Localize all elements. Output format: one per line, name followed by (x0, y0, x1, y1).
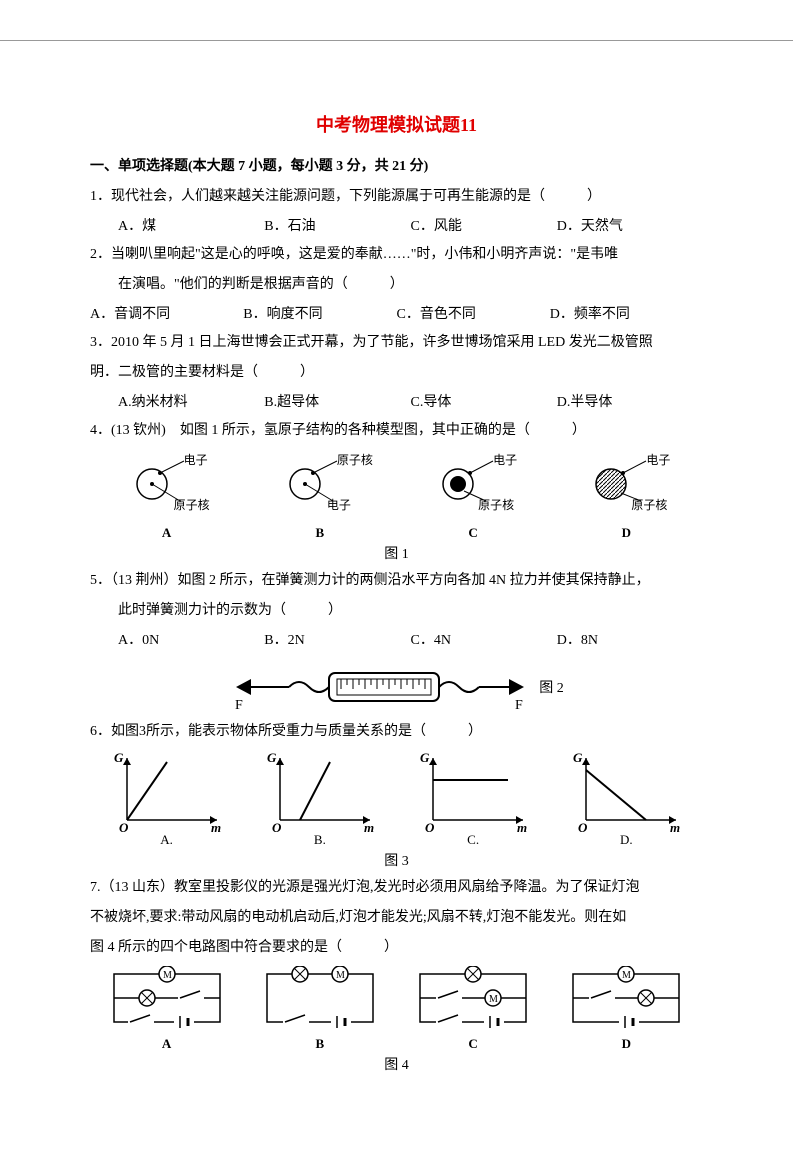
q5-opt-c: C．4N (411, 627, 557, 655)
svg-text:M: M (489, 994, 498, 1005)
svg-text:m: m (364, 820, 374, 832)
q6-figure: G O m A. G O m B. (90, 750, 703, 848)
q2-options: A．音调不同 B．响度不同 C．音色不同 D．频率不同 (90, 301, 703, 329)
q5-options: A．0N B．2N C．4N D．8N (90, 627, 703, 655)
q6-graph-b: G O m (260, 750, 380, 832)
q6-text: 6．如图3所示，能表示物体所受重力与质量关系的是（ ） (90, 718, 703, 746)
q2-opt-d: D．频率不同 (550, 301, 703, 329)
q7-circuit-a: M (102, 966, 232, 1036)
q7-circuit-c: M (408, 966, 538, 1036)
q3-opt-a: A.纳米材料 (118, 389, 264, 417)
q1-opt-c: C．风能 (411, 213, 557, 241)
svg-text:m: m (211, 820, 221, 832)
q2-opt-a: A．音调不同 (90, 301, 243, 329)
svg-text:O: O (119, 820, 129, 832)
q5-line2: 此时弹簧测力计的示数为（ ） (90, 597, 703, 625)
q5-opt-a: A．0N (118, 627, 264, 655)
q2-opt-c: C．音色不同 (397, 301, 550, 329)
svg-text:M: M (622, 970, 631, 981)
q3-opt-c: C.导体 (411, 389, 557, 417)
q7-circuit-b: M (255, 966, 385, 1036)
svg-text:G: G (267, 750, 277, 765)
svg-text:O: O (272, 820, 282, 832)
q7-circuit-d: M (561, 966, 691, 1036)
q7-caption: 图 4 (90, 1054, 703, 1074)
q3-line2: 明．二极管的主要材料是（ ） (90, 359, 703, 387)
q6-caption: 图 3 (90, 850, 703, 870)
q5-caption: 图 2 (539, 677, 564, 697)
q6-graph-c: G O m (413, 750, 533, 832)
q7-line2: 不被烧坏,要求:带动风扇的电动机启动后,灯泡才能发光;风扇不转,灯泡不能发光。则… (90, 904, 703, 932)
q6-graph-d: G O m (566, 750, 686, 832)
q7-figure: M A (90, 966, 703, 1052)
section-heading: 一、单项选择题(本大题 7 小题，每小题 3 分，共 21 分) (90, 155, 703, 175)
svg-text:m: m (670, 820, 680, 832)
svg-text:G: G (573, 750, 583, 765)
svg-text:M: M (336, 970, 345, 981)
q7-line3: 图 4 所示的四个电路图中符合要求的是（ ） (90, 934, 703, 962)
q2-line2: 在演唱。"他们的判断是根据声音的（ ） (90, 271, 703, 299)
svg-text:O: O (425, 820, 435, 832)
q3-opt-b: B.超导体 (264, 389, 410, 417)
q1-options: A．煤 B．石油 C．风能 D．天然气 (90, 213, 703, 241)
q1-text: 1．现代社会，人们越来越关注能源问题，下列能源属于可再生能源的是（ ） (90, 183, 703, 211)
q5-line1: 5．（13 荆州）如图 2 所示，在弹簧测力计的两侧沿水平方向各加 4N 拉力并… (90, 567, 703, 595)
q3-options: A.纳米材料 B.超导体 C.导体 D.半导体 (90, 389, 703, 417)
q5-opt-b: B．2N (264, 627, 410, 655)
svg-text:F: F (515, 698, 523, 713)
q5-opt-d: D．8N (557, 627, 703, 655)
q6-graph-a: G O m (107, 750, 227, 832)
q1-opt-d: D．天然气 (557, 213, 703, 241)
svg-text:M: M (163, 970, 172, 981)
q1-opt-a: A．煤 (118, 213, 264, 241)
svg-text:F: F (235, 698, 243, 713)
q4-figure: 电子 原子核 A 原子核 电子 B 电子 (90, 449, 703, 541)
page-title: 中考物理模拟试题11 (90, 111, 703, 137)
svg-text:m: m (517, 820, 527, 832)
q5-figure: F F (229, 659, 529, 714)
q2-opt-b: B．响度不同 (243, 301, 396, 329)
q1-opt-b: B．石油 (264, 213, 410, 241)
q3-line1: 3．2010 年 5 月 1 日上海世博会正式开幕，为了节能，许多世博场馆采用 … (90, 329, 703, 357)
q7-line1: 7.（13 山东）教室里投影仪的光源是强光灯泡,发光时必须用风扇给予降温。为了保… (90, 874, 703, 902)
q4-text: 4．(13 钦州) 如图 1 所示，氢原子结构的各种模型图，其中正确的是（ ） (90, 417, 703, 445)
q3-opt-d: D.半导体 (557, 389, 703, 417)
svg-text:O: O (578, 820, 588, 832)
svg-text:G: G (420, 750, 430, 765)
q4-caption: 图 1 (90, 543, 703, 563)
svg-text:G: G (114, 750, 124, 765)
q2-line1: 2．当喇叭里响起"这是心的呼唤，这是爱的奉献……"时，小伟和小明齐声说："是韦唯 (90, 241, 703, 269)
